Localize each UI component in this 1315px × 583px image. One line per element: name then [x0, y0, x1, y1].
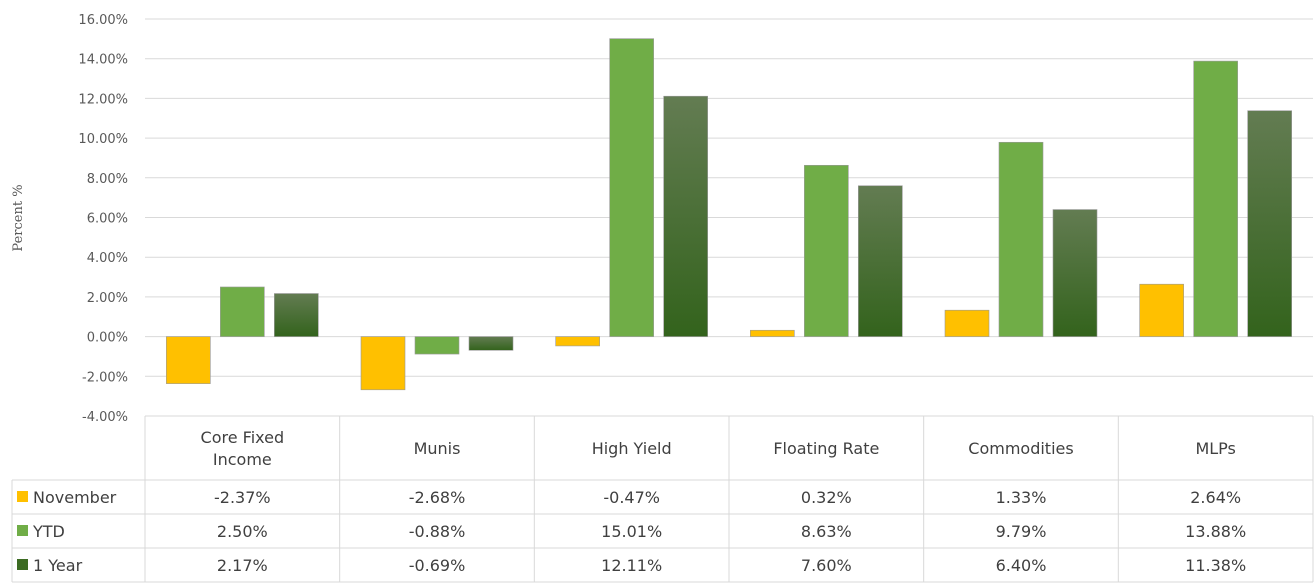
y-tick-label: 10.00%	[78, 132, 128, 147]
category-label: High Yield	[592, 439, 672, 458]
category-label: MLPs	[1195, 439, 1235, 458]
y-tick-label: 8.00%	[87, 172, 128, 187]
data-label: 12.11%	[601, 556, 662, 575]
data-label: 6.40%	[996, 556, 1047, 575]
bar-1-year	[1052, 209, 1098, 337]
legend-key	[17, 491, 28, 502]
legend-key	[17, 525, 28, 536]
data-label: 2.64%	[1190, 488, 1241, 507]
data-label: -0.69%	[409, 556, 466, 575]
bar-november	[944, 309, 990, 337]
category-label: Core Fixed	[201, 428, 285, 447]
data-label: -2.68%	[409, 488, 466, 507]
category-label: Floating Rate	[773, 439, 879, 458]
y-tick-label: 16.00%	[78, 13, 128, 28]
series-name: YTD	[32, 522, 65, 541]
bar-1-year	[468, 336, 514, 351]
gridlines	[145, 18, 1313, 417]
data-label: -0.88%	[409, 522, 466, 541]
bar-november	[1139, 283, 1184, 337]
data-label: 9.79%	[996, 522, 1047, 541]
series-name: November	[33, 488, 117, 507]
y-tick-label: 12.00%	[78, 92, 128, 107]
data-label: 15.01%	[601, 522, 662, 541]
data-label: 11.38%	[1185, 556, 1246, 575]
bar-november	[360, 336, 406, 391]
bar-ytd	[220, 286, 265, 337]
y-tick-label: 0.00%	[87, 331, 128, 346]
y-tick-label: -2.00%	[82, 370, 128, 385]
data-label: -2.37%	[214, 488, 271, 507]
series-name: 1 Year	[33, 556, 83, 575]
data-table: Core Fixed Income Munis High Yield Floating …	[11, 415, 1314, 583]
data-label: 1.33%	[996, 488, 1047, 507]
bars	[166, 38, 1292, 391]
bar-ytd	[1193, 60, 1238, 337]
bar-ytd	[609, 38, 654, 337]
bar-1-year	[663, 95, 708, 337]
y-axis-label: Percent %	[11, 184, 26, 251]
data-label: 8.63%	[801, 522, 852, 541]
legend-key	[17, 559, 28, 570]
bar-november	[166, 336, 211, 384]
bar-november	[750, 329, 795, 337]
data-label: 2.50%	[217, 522, 268, 541]
bar-ytd	[804, 164, 849, 337]
y-tick-label: 6.00%	[87, 212, 128, 227]
bar-1-year	[1247, 110, 1292, 337]
bar-1-year	[274, 293, 319, 337]
category-label: Munis	[414, 439, 461, 458]
y-axis-ticks: -4.00% -2.00% 0.00% 2.00% 4.00% 6.00% 8.00% 10.…	[78, 13, 128, 425]
bar-1-year	[858, 185, 903, 337]
data-label: -0.47%	[603, 488, 660, 507]
data-label: 2.17%	[217, 556, 268, 575]
data-label: 13.88%	[1185, 522, 1246, 541]
data-label: 7.60%	[801, 556, 852, 575]
y-tick-label: -4.00%	[82, 410, 128, 425]
bar-ytd	[998, 141, 1044, 337]
y-tick-label: 14.00%	[78, 53, 128, 68]
y-tick-label: 2.00%	[87, 291, 128, 306]
bar-ytd	[414, 336, 460, 355]
category-label: Income	[213, 450, 272, 469]
bar-november	[555, 336, 600, 347]
category-label: Commodities	[968, 439, 1073, 458]
data-label: 0.32%	[801, 488, 852, 507]
y-tick-label: 4.00%	[87, 251, 128, 266]
